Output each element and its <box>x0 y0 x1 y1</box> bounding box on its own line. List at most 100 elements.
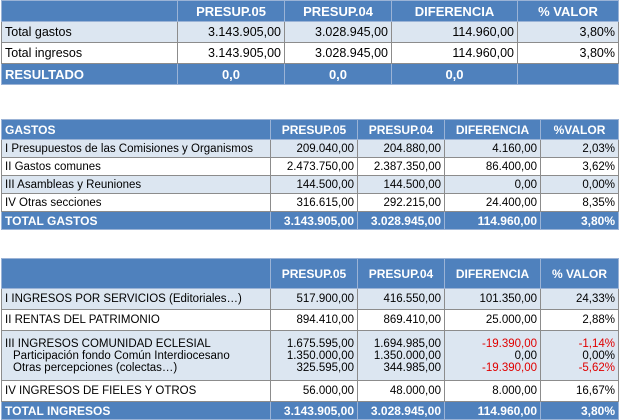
row-label: Total gastos <box>1 21 178 43</box>
cell-diferencia: 4.160,00 <box>444 139 541 158</box>
row-label: III Asambleas y Reuniones <box>1 175 271 194</box>
cell-presup04: 144.500,00 <box>357 175 445 194</box>
table-row: Total ingresos 3.143.905,00 3.028.945,00… <box>1 42 619 64</box>
header-cell: PRESUP.05 <box>270 258 358 289</box>
ingresos-header-row: PRESUP.05 PRESUP.04 DIFERENCIA % VALOR <box>1 258 619 289</box>
value: 1.350.000,00 <box>286 350 354 362</box>
row-label: III INGRESOS COMUNIDAD ECLESIAL Particip… <box>1 330 271 381</box>
cell-valor: 2,03% <box>540 139 619 158</box>
value: 0,00 <box>514 350 537 362</box>
gastos-table: GASTOS PRESUP.05 PRESUP.04 DIFERENCIA %V… <box>1 119 619 230</box>
cell-valor: 8,35% <box>540 193 619 212</box>
cell-presup04: 1.694.985,00 1.350.000,00 344.985,00 <box>357 330 445 381</box>
cell-presup05: 3.143.905,00 <box>177 21 285 43</box>
cell-presup04: 3.028.945,00 <box>357 401 445 420</box>
header-cell: PRESUP.04 <box>357 119 445 140</box>
cell-diferencia: 86.400,00 <box>444 157 541 176</box>
cell-presup05: 1.675.595,00 1.350.000,00 325.595,00 <box>270 330 358 381</box>
value: 1.694.985,00 <box>373 338 441 350</box>
table-row: I INGRESOS POR SERVICIOS (Editoriales…) … <box>1 288 619 310</box>
value: 1.350.000,00 <box>373 350 441 362</box>
cell-valor: 3,62% <box>540 157 619 176</box>
cell-valor: -1,14% 0,00% -5,62% <box>540 330 619 381</box>
cell-presup05: 2.473.750,00 <box>270 157 358 176</box>
cell-valor: 2,88% <box>540 309 619 331</box>
cell-diferencia: 0,0 <box>391 63 518 85</box>
header-cell: %VALOR <box>540 119 619 140</box>
table-row: I Presupuestos de las Comisiones y Organ… <box>1 139 619 158</box>
cell-valor: 16,67% <box>540 380 619 402</box>
header-cell: DIFERENCIA <box>391 0 518 22</box>
header-cell: PRESUP.04 <box>284 0 392 22</box>
cell-presup05: 316.615,00 <box>270 193 358 212</box>
row-label: IV Otras secciones <box>1 193 271 212</box>
cell-valor: 0,00% <box>540 175 619 194</box>
cell-presup05: 3.143.905,00 <box>270 211 358 230</box>
sub-label: Otras percepciones (colectas…) <box>13 362 178 374</box>
summary-header-row: PRESUP.05 PRESUP.04 DIFERENCIA % VALOR <box>1 0 619 22</box>
cell-diferencia: 114.960,00 <box>444 211 541 230</box>
cell-presup05: 56.000,00 <box>270 380 358 402</box>
value-negative: -1,14% <box>578 338 615 350</box>
header-cell: % VALOR <box>540 258 619 289</box>
table-row: IV INGRESOS DE FIELES Y OTROS 56.000,00 … <box>1 380 619 402</box>
cell-presup05: 3.143.905,00 <box>177 42 285 64</box>
cell-presup05: 144.500,00 <box>270 175 358 194</box>
header-cell: PRESUP.04 <box>357 258 445 289</box>
cell-valor <box>517 63 619 85</box>
header-cell <box>1 0 178 22</box>
value: 325.595,00 <box>296 362 354 374</box>
cell-diferencia: 0,00 <box>444 175 541 194</box>
cell-diferencia: -19.390,00 0,00 -19.390,00 <box>444 330 541 381</box>
ingresos-table: PRESUP.05 PRESUP.04 DIFERENCIA % VALOR I… <box>1 258 619 420</box>
cell-presup04: 292.215,00 <box>357 193 445 212</box>
cell-presup04: 48.000,00 <box>357 380 445 402</box>
table-row: Total gastos 3.143.905,00 3.028.945,00 1… <box>1 21 619 43</box>
summary-table: PRESUP.05 PRESUP.04 DIFERENCIA % VALOR T… <box>1 0 619 85</box>
row-label: Total ingresos <box>1 42 178 64</box>
cell-diferencia: 114.960,00 <box>444 401 541 420</box>
header-cell <box>1 258 271 289</box>
cell-diferencia: 114.960,00 <box>391 42 518 64</box>
cell-valor: 3,80% <box>517 21 619 43</box>
header-cell: PRESUP.05 <box>270 119 358 140</box>
value: 0,00% <box>582 350 615 362</box>
cell-presup05: 209.040,00 <box>270 139 358 158</box>
cell-presup04: 204.880,00 <box>357 139 445 158</box>
total-gastos-row: TOTAL GASTOS 3.143.905,00 3.028.945,00 1… <box>1 211 619 230</box>
result-row: RESULTADO 0,0 0,0 0,0 <box>1 63 619 85</box>
cell-presup04: 3.028.945,00 <box>284 42 392 64</box>
cell-valor: 3,80% <box>540 401 619 420</box>
cell-presup04: 3.028.945,00 <box>357 211 445 230</box>
row-label: IV INGRESOS DE FIELES Y OTROS <box>1 380 271 402</box>
header-cell: DIFERENCIA <box>444 258 541 289</box>
result-label: RESULTADO <box>1 63 178 85</box>
table-row-group: III INGRESOS COMUNIDAD ECLESIAL Particip… <box>1 330 619 381</box>
row-label: I INGRESOS POR SERVICIOS (Editoriales…) <box>1 288 271 310</box>
cell-diferencia: 24.400,00 <box>444 193 541 212</box>
header-cell: DIFERENCIA <box>444 119 541 140</box>
total-label: TOTAL INGRESOS <box>1 401 271 420</box>
cell-valor: 3,80% <box>540 211 619 230</box>
cell-diferencia: 8.000,00 <box>444 380 541 402</box>
row-label: I Presupuestos de las Comisiones y Organ… <box>1 139 271 158</box>
table-row: IV Otras secciones 316.615,00 292.215,00… <box>1 193 619 212</box>
row-label: II Gastos comunes <box>1 157 271 176</box>
cell-presup05: 0,0 <box>177 63 285 85</box>
table-row: II RENTAS DEL PATRIMONIO 894.410,00 869.… <box>1 309 619 331</box>
value-negative: -19.390,00 <box>482 338 537 350</box>
header-cell: PRESUP.05 <box>177 0 285 22</box>
cell-valor: 3,80% <box>517 42 619 64</box>
cell-diferencia: 114.960,00 <box>391 21 518 43</box>
cell-presup04: 2.387.350,00 <box>357 157 445 176</box>
value-negative: -5,62% <box>578 362 615 374</box>
total-ingresos-row: TOTAL INGRESOS 3.143.905,00 3.028.945,00… <box>1 401 619 420</box>
cell-presup04: 869.410,00 <box>357 309 445 331</box>
cell-presup04: 3.028.945,00 <box>284 21 392 43</box>
row-label: II RENTAS DEL PATRIMONIO <box>1 309 271 331</box>
cell-presup05: 894.410,00 <box>270 309 358 331</box>
table-row: II Gastos comunes 2.473.750,00 2.387.350… <box>1 157 619 176</box>
cell-presup04: 0,0 <box>284 63 392 85</box>
value-negative: -19.390,00 <box>482 362 537 374</box>
table-row: III Asambleas y Reuniones 144.500,00 144… <box>1 175 619 194</box>
